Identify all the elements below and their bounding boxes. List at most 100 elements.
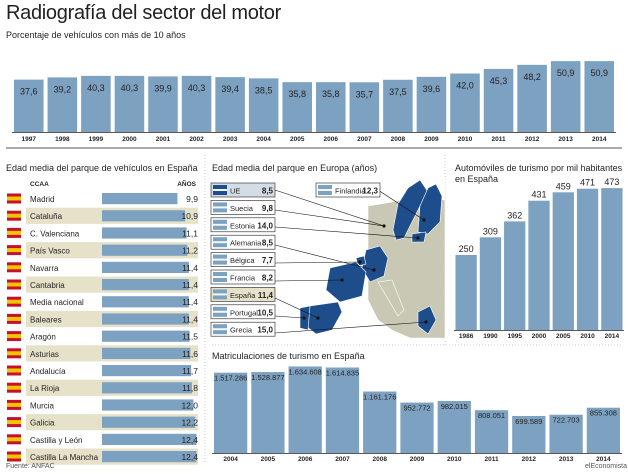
flag-stripe — [213, 189, 227, 191]
map-greece — [417, 305, 437, 335]
old-vehicles-year-label: 1999 — [89, 136, 104, 143]
flag-stripe — [7, 248, 21, 253]
ccaa-age-bar — [102, 330, 190, 342]
europe-country-label: Estonia — [230, 221, 256, 230]
ccaa-age-value: 11,4 — [182, 280, 198, 290]
registrations-chart: 1.517.286 2004 1.528.877 2005 1.634.608 2006 1… — [212, 366, 622, 463]
cars-per-1000-bar — [504, 221, 526, 330]
ccaa-region-label: Asturias — [30, 350, 59, 359]
registrations-value-label: 808.051 — [478, 411, 505, 420]
europe-country-label: Grecia — [230, 326, 253, 335]
europe-country-label: Suecia — [230, 204, 254, 213]
europe-row: Suecia 9,8 — [210, 200, 276, 215]
old-vehicles-value-label: 40,3 — [121, 83, 139, 93]
old-vehicles-value-label: 40,3 — [87, 83, 105, 93]
old-vehicles-year-label: 2000 — [122, 136, 137, 143]
ccaa-age-bar — [102, 313, 189, 325]
old-vehicles-bar — [282, 82, 312, 132]
flag-stripe — [213, 293, 227, 296]
old-vehicles-value-label: 42,0 — [456, 81, 474, 91]
flag-stripe — [7, 437, 21, 442]
murcia-flag-icon — [7, 399, 21, 410]
flag-stripe — [213, 310, 227, 313]
cars-per-1000-year-label: 1990 — [483, 333, 498, 340]
old-vehicles-chart: 37,6 1997 39,2 1998 40,3 1999 40,3 2000 39,9 2001… — [12, 61, 616, 143]
valencia-flag-icon — [7, 227, 21, 238]
flag-stripe — [7, 265, 21, 270]
old-vehicles-value-label: 35,7 — [356, 89, 374, 99]
registrations-bar — [586, 407, 620, 453]
ccaa-age-value: 11,6 — [182, 349, 198, 359]
old-vehicles-bar — [450, 73, 480, 132]
europe-age-value: 8,5 — [262, 187, 274, 196]
old-vehicles-bar — [316, 82, 346, 132]
ccaa-age-bar — [102, 279, 189, 291]
ccaa-age-value: 11,8 — [182, 383, 198, 393]
ccaa-age-value: 11,4 — [182, 263, 198, 273]
ccaa-region-label: C. Valenciana — [30, 229, 80, 238]
pais-vasco-flag-icon — [7, 245, 21, 256]
old-vehicles-bar — [517, 64, 547, 132]
ccaa-region-label: Castilla La Mancha — [30, 453, 99, 462]
cars-per-1000-year-label: 2014 — [605, 333, 620, 340]
cars-per-1000-value-label: 431 — [531, 190, 546, 200]
cars-per-1000-bar — [552, 192, 574, 330]
registrations-year-label: 2010 — [447, 456, 462, 463]
old-vehicles-value-label: 50,9 — [590, 68, 608, 78]
old-vehicles-year-label: 2012 — [525, 136, 540, 143]
ccaa-age-bar — [102, 399, 194, 411]
ccaa-age-bar — [102, 193, 178, 205]
old-vehicles-chart-title: Porcentaje de vehículos con más de 10 añ… — [6, 30, 186, 40]
flag-stripe — [7, 385, 21, 390]
galicia-flag-icon — [7, 417, 21, 428]
europe-age-value: 14,0 — [257, 221, 273, 230]
europe-row: Bélgica 7,7 — [210, 252, 276, 267]
germany-flag-icon — [213, 237, 227, 248]
old-vehicles-bar — [47, 77, 78, 132]
registrations-year-label: 2005 — [261, 456, 276, 463]
ccaa-age-value: 11,4 — [182, 314, 198, 324]
europe-row: UE 8,5 — [210, 182, 276, 198]
madrid-flag-icon — [7, 193, 21, 204]
old-vehicles-value-label: 40,3 — [188, 83, 206, 93]
credit-note: elEconomista — [585, 463, 628, 470]
la-rioja-flag-icon — [7, 382, 21, 393]
cars-per-1000-value-label: 471 — [580, 178, 595, 188]
registrations-bar — [363, 391, 397, 453]
old-vehicles-value-label: 38,5 — [255, 85, 273, 95]
ccaa-region-label: Media nacional — [30, 298, 84, 307]
old-vehicles-year-label: 2008 — [391, 136, 406, 143]
portugal-flag-icon — [213, 306, 227, 317]
europe-country-label: Alemania — [230, 239, 262, 248]
registrations-bar — [214, 372, 248, 453]
old-vehicles-bar — [483, 68, 514, 132]
ccaa-age-value: 10,9 — [181, 211, 198, 221]
ccaa-age-bar — [102, 296, 189, 308]
old-vehicles-value-label: 39,6 — [423, 84, 441, 94]
eu-flag-icon — [213, 185, 227, 195]
cars-per-1000-value-label: 473 — [604, 177, 619, 187]
europe-country-label: Francia — [230, 274, 256, 283]
europe-country-label: España — [230, 291, 256, 300]
flag-stripe — [7, 402, 21, 407]
europe-row: Grecia 15,0 — [210, 321, 276, 337]
ccaa-age-bar — [102, 433, 197, 445]
old-vehicles-value-label: 39,2 — [54, 84, 72, 94]
cars-per-1000-year-label: 2005 — [556, 333, 571, 340]
ccaa-age-bar — [102, 244, 188, 256]
ccaa-age-value: 12,4 — [181, 435, 198, 445]
finland-flag-icon — [318, 185, 332, 195]
old-vehicles-value-label: 35,8 — [322, 89, 340, 99]
ccaa-column-header: CCAA — [30, 181, 49, 188]
old-vehicles-bar — [584, 61, 614, 132]
registrations-year-label: 2011 — [484, 456, 498, 463]
registrations-value-label: 1.634.608 — [288, 367, 321, 376]
old-vehicles-year-label: 2004 — [256, 136, 271, 143]
europe-country-label: UE — [230, 187, 240, 196]
europe-age-value: 12,3 — [362, 187, 378, 196]
europe-age-value: 9,8 — [262, 204, 274, 213]
estonia-flag-icon — [213, 219, 227, 230]
europe-age-section-title: Edad media del parque en Europa (años) — [212, 163, 378, 173]
